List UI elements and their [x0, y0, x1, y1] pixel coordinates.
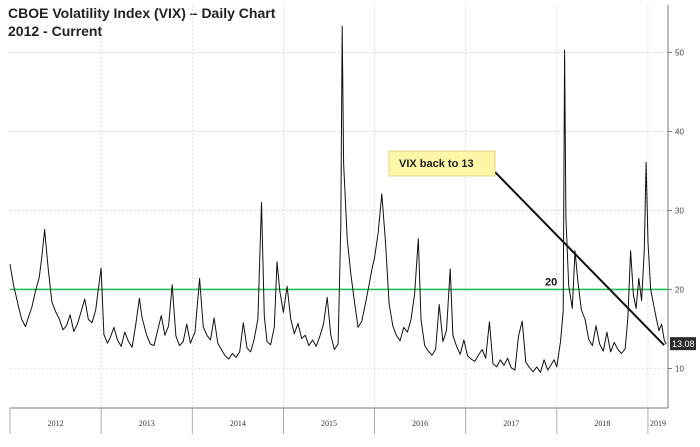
last-value-badge — [670, 337, 696, 351]
last-value-label: 13.08 — [672, 339, 695, 349]
x-tick-label: 2019 — [650, 419, 666, 428]
y-tick-label: 50 — [675, 48, 684, 57]
x-tick-label: 2017 — [503, 419, 519, 428]
x-tick-label: 2015 — [321, 419, 337, 428]
annotation-arrow — [494, 171, 665, 346]
x-tick-labels: 2012 2013 2014 2015 2016 2017 2018 2019 — [9, 408, 666, 434]
grid-lines — [10, 5, 668, 408]
annotation-text: VIX back to 13 — [399, 158, 474, 170]
y-tick-label: 20 — [675, 285, 684, 294]
y-tick-label: 30 — [675, 206, 684, 215]
chart-subtitle: 2012 - Current — [8, 23, 103, 39]
annotation-box — [388, 150, 496, 177]
vix-series-line — [9, 25, 667, 373]
x-tick-label: 2016 — [412, 419, 428, 428]
x-tick-label: 2018 — [594, 419, 610, 428]
x-tick-label: 2013 — [139, 419, 155, 428]
x-tick-label: 2012 — [48, 419, 64, 428]
y-tick-label: 40 — [675, 127, 684, 136]
x-tick-label: 2014 — [230, 419, 246, 428]
chart-title: CBOE Volatility Index (VIX) – Daily Char… — [8, 5, 276, 21]
reference-line-label: 20 — [545, 276, 557, 288]
y-tick-labels: 10 20 30 40 50 — [668, 48, 684, 373]
y-tick-label: 10 — [675, 364, 684, 373]
